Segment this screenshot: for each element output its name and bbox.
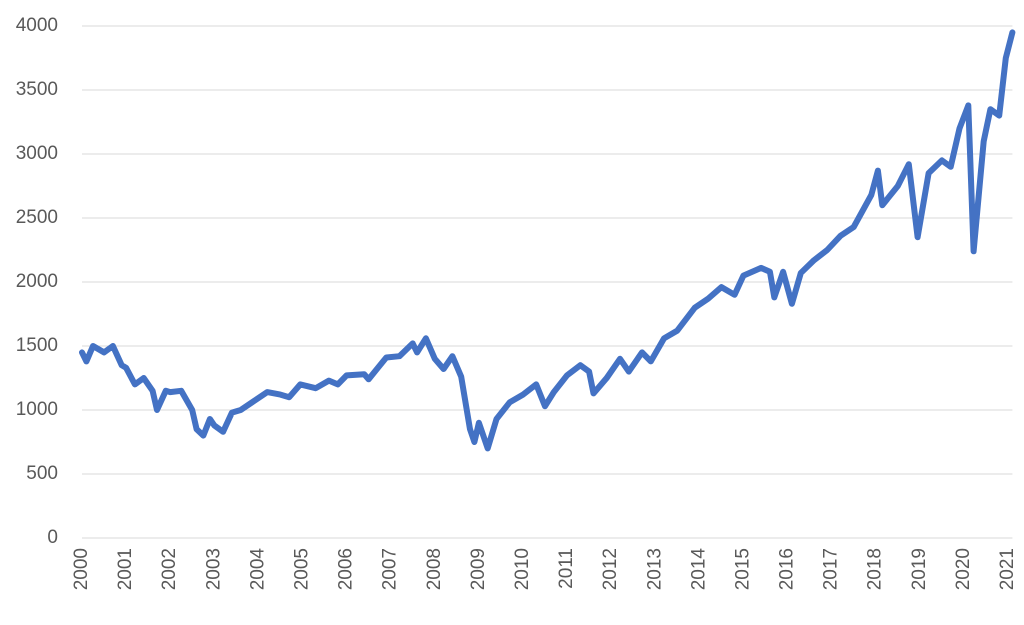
x-tick-label: 2003 [203, 548, 224, 590]
y-tick-label: 4000 [16, 15, 58, 36]
y-tick-label: 3500 [16, 79, 58, 100]
y-tick-label: 2000 [16, 271, 58, 292]
x-tick-label: 2016 [777, 548, 798, 590]
x-tick-label: 2021 [997, 548, 1018, 590]
series-line [79, 29, 1016, 452]
x-tick-label: 2007 [380, 548, 401, 590]
x-tick-label: 2005 [291, 548, 312, 590]
x-tick-label: 2013 [644, 548, 665, 590]
x-tick-label: 2006 [336, 548, 357, 590]
x-tick-label: 2018 [865, 548, 886, 590]
y-tick-label: 3000 [16, 143, 58, 164]
y-tick-label: 2500 [16, 207, 58, 228]
x-tick-label: 2020 [953, 548, 974, 590]
y-tick-label: 0 [47, 527, 58, 548]
x-tick-label: 2019 [909, 548, 930, 590]
x-tick-label: 2001 [115, 548, 136, 590]
x-tick-label: 2004 [247, 548, 268, 591]
x-tick-label: 2000 [71, 548, 92, 590]
x-tick-label: 2011 [556, 548, 577, 589]
x-tick-label: 2010 [512, 548, 533, 590]
y-tick-label: 500 [26, 463, 58, 484]
y-tick-label: 1000 [16, 399, 58, 420]
x-tick-label: 2008 [424, 548, 445, 590]
x-tick-label: 2002 [159, 548, 180, 590]
x-tick-label: 2014 [688, 548, 709, 591]
y-tick-label: 1500 [16, 335, 58, 356]
x-tick-label: 2009 [468, 548, 489, 590]
x-tick-label: 2017 [821, 548, 842, 590]
x-tick-label: 2012 [600, 548, 621, 590]
x-tick-label: 2015 [732, 548, 753, 590]
